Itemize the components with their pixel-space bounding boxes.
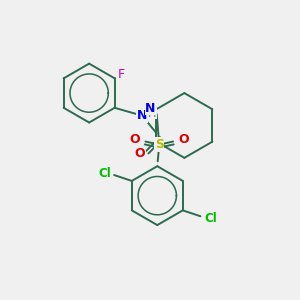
Text: O: O xyxy=(178,133,189,146)
Text: F: F xyxy=(118,68,125,81)
Text: O: O xyxy=(135,147,146,161)
Text: H: H xyxy=(148,109,156,119)
Text: N: N xyxy=(145,102,156,115)
Text: S: S xyxy=(155,138,164,151)
Text: Cl: Cl xyxy=(204,212,217,225)
Text: Cl: Cl xyxy=(98,167,111,180)
Text: O: O xyxy=(129,133,140,146)
Text: N: N xyxy=(137,109,147,122)
